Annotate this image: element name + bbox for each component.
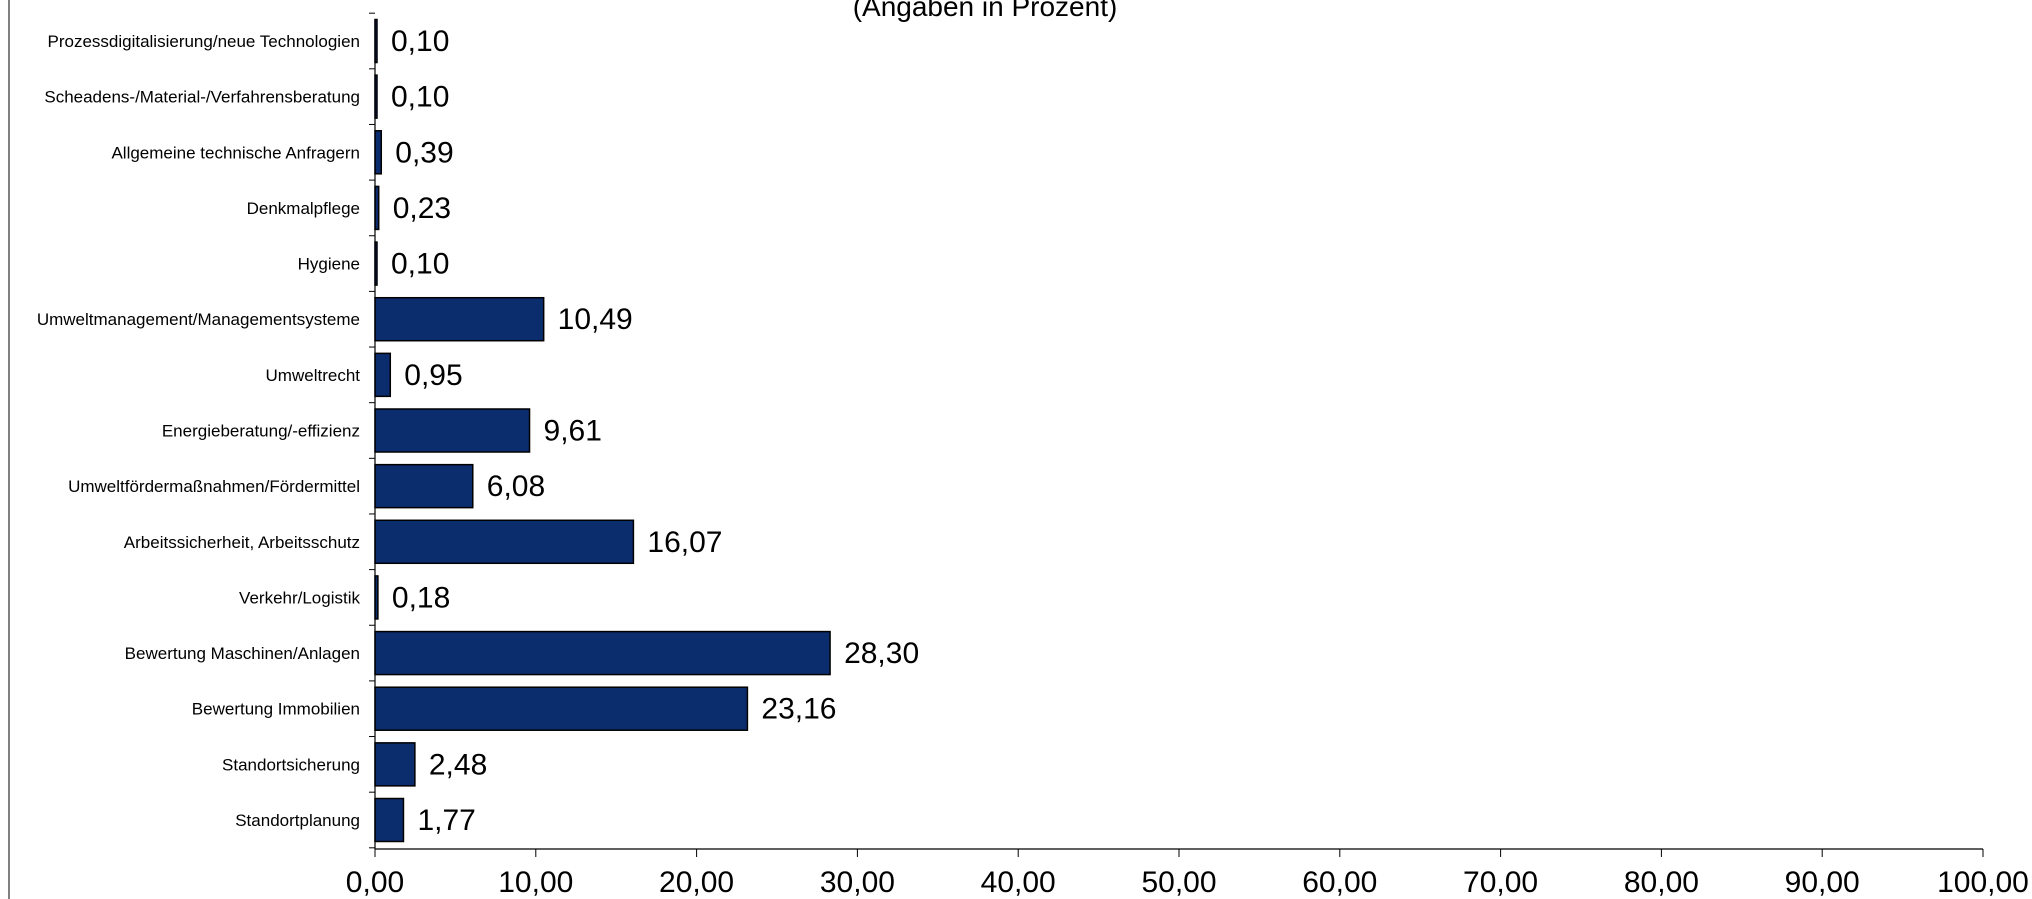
category-label: Bewertung Maschinen/Anlagen (125, 644, 360, 663)
bar (374, 630, 831, 676)
value-label: 0,18 (392, 581, 450, 614)
bar (374, 352, 392, 398)
x-tick-label: 80,00 (1624, 866, 1699, 899)
value-label: 28,30 (844, 637, 919, 670)
x-tick-label: 40,00 (981, 866, 1056, 899)
category-label: Umweltmanagement/Managementsysteme (37, 310, 360, 329)
value-label: 10,49 (558, 303, 633, 336)
bar (374, 463, 474, 509)
x-tick-label: 90,00 (1785, 866, 1860, 899)
category-label: Prozessdigitalisierung/neue Technologien (47, 32, 360, 51)
value-label: 6,08 (487, 470, 545, 503)
bar (374, 408, 531, 453)
value-label: 0,10 (391, 248, 449, 281)
bar (374, 742, 416, 787)
x-tick-label: 10,00 (498, 866, 573, 899)
category-label: Denkmalpflege (247, 199, 360, 218)
value-label: 1,77 (417, 804, 475, 837)
value-label: 9,61 (544, 415, 602, 448)
chart-subtitle: (Angaben in Prozent) (853, 0, 1118, 22)
value-label: 23,16 (761, 693, 836, 726)
x-tick-label: 30,00 (820, 866, 895, 899)
category-label: Allgemeine technische Anfragern (111, 143, 360, 162)
category-label: Verkehr/Logistik (239, 588, 360, 607)
bars-layer: Prozessdigitalisierung/neue Technologien… (37, 18, 919, 843)
value-label: 0,10 (391, 25, 449, 58)
value-label: 2,48 (429, 748, 487, 781)
category-label: Standortplanung (235, 811, 360, 830)
bar (374, 519, 635, 565)
x-tick-label: 70,00 (1463, 866, 1538, 899)
x-tick-label: 50,00 (1141, 866, 1216, 899)
category-label: Bewertung Immobilien (192, 700, 360, 719)
category-label: Hygiene (298, 255, 360, 274)
value-label: 16,07 (647, 526, 722, 559)
bar (374, 686, 749, 731)
value-label: 0,23 (393, 192, 451, 225)
bar (374, 797, 405, 843)
value-label: 0,10 (391, 81, 449, 114)
category-label: Umweltrecht (266, 366, 361, 385)
value-label: 0,39 (395, 136, 453, 169)
bar (374, 130, 383, 175)
category-label: Arbeitssicherheit, Arbeitsschutz (124, 533, 360, 552)
category-label: Umweltfördermaßnahmen/Fördermittel (68, 477, 360, 496)
x-tick-label: 0,00 (346, 866, 404, 899)
value-label: 0,95 (404, 359, 462, 392)
axes-layer: 0,00 10,00 20,00 30,00 40,00 50,00 60,00 70,00 8… (346, 12, 2029, 899)
x-tick-label: 20,00 (659, 866, 734, 899)
category-label: Energieberatung/-effizienz (162, 422, 360, 441)
x-tick-label: 60,00 (1302, 866, 1377, 899)
bar (374, 296, 545, 342)
category-label: Standortsicherung (222, 755, 360, 774)
x-tick-label: 100,00 (1937, 866, 2029, 899)
category-label: Scheadens-/Material-/Verfahrensberatung (44, 88, 360, 107)
